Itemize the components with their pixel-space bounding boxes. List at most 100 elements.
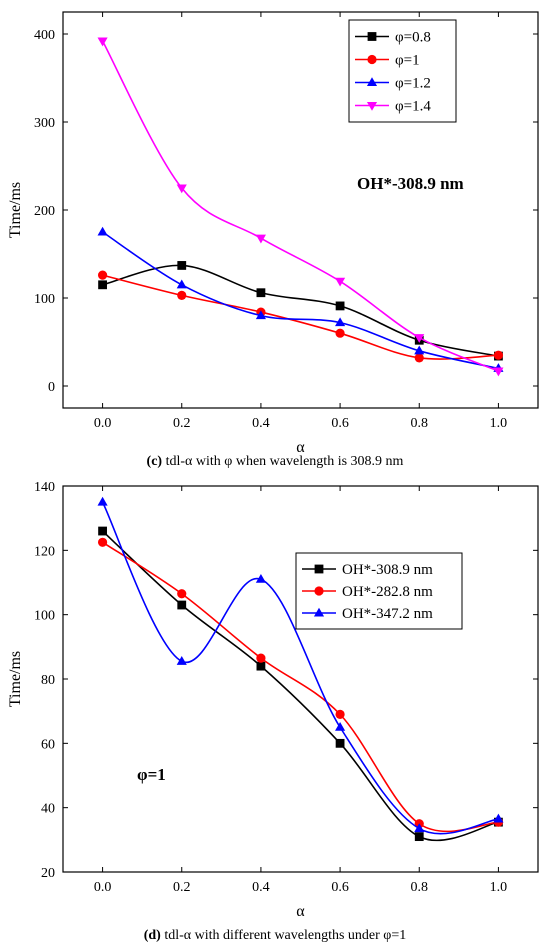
x-tick-label: 0.0 xyxy=(94,880,112,895)
series-2 xyxy=(97,226,504,372)
data-point xyxy=(414,353,424,363)
data-point xyxy=(256,288,266,298)
x-tick-label: 1.0 xyxy=(490,880,508,895)
series-2 xyxy=(97,496,504,835)
legend-marker xyxy=(366,101,378,111)
data-point xyxy=(98,280,107,290)
caption-label: (d) xyxy=(144,928,161,943)
data-point xyxy=(177,261,187,270)
data-point xyxy=(97,496,108,506)
annotation: OH*-308.9 nm xyxy=(357,174,464,193)
data-point xyxy=(176,656,187,665)
data-point xyxy=(335,328,345,338)
legend-label: φ=1.4 xyxy=(395,99,431,115)
data-point xyxy=(176,184,187,194)
data-point xyxy=(177,600,187,610)
data-point xyxy=(176,279,187,289)
data-point xyxy=(177,290,187,300)
y-tick-label: 200 xyxy=(34,204,55,219)
legend-marker xyxy=(314,564,324,574)
data-point xyxy=(493,350,504,360)
series-line xyxy=(102,541,499,833)
y-tick-label: 100 xyxy=(34,609,55,624)
y-tick-label: 400 xyxy=(34,28,55,43)
data-point xyxy=(335,317,346,327)
legend-marker xyxy=(313,607,325,617)
data-point xyxy=(414,334,425,343)
x-tick-label: 0.0 xyxy=(94,416,112,431)
legend-marker xyxy=(367,54,377,65)
x-tick-label: 1.0 xyxy=(490,416,508,431)
series-3 xyxy=(97,37,504,377)
data-point xyxy=(335,277,346,287)
y-axis-title: Time/ms xyxy=(7,651,24,707)
x-tick-label: 0.2 xyxy=(173,880,191,895)
data-point xyxy=(255,574,266,583)
chart-d: 0.0 0.2 0.4 0.6 0.8 1.0 20 40 60 80 100 120 140 α Time… xyxy=(7,480,539,943)
data-point xyxy=(414,832,424,842)
series-0 xyxy=(98,526,503,842)
legend-label: OH*-347.2 nm xyxy=(342,606,433,622)
series-1 xyxy=(97,537,504,833)
legend-marker xyxy=(314,586,324,596)
data-point xyxy=(493,813,504,823)
data-point xyxy=(255,234,266,244)
caption: (c) tdl-α with φ when wavelength is 308.… xyxy=(147,454,404,469)
legend-marker xyxy=(366,77,378,87)
x-axis-title: α xyxy=(296,439,305,456)
y-tick-label: 100 xyxy=(34,292,55,307)
caption-label: (c) xyxy=(147,454,163,469)
annotation: φ=1 xyxy=(137,765,166,784)
caption: (d) tdl-α with different wavelengths und… xyxy=(144,928,407,943)
y-tick-label: 300 xyxy=(34,116,55,131)
data-point xyxy=(256,661,266,671)
caption-text: tdl-α with different wavelengths under φ… xyxy=(161,928,406,943)
x-axis-title: α xyxy=(296,903,305,920)
plot-frame xyxy=(62,11,539,409)
data-point xyxy=(256,653,266,663)
data-point xyxy=(97,226,108,236)
legend-label: OH*-282.8 nm xyxy=(342,584,433,600)
y-tick-label: 60 xyxy=(41,737,55,752)
series-0 xyxy=(98,261,503,361)
data-point xyxy=(335,709,345,719)
y-tick-label: 120 xyxy=(34,544,55,559)
y-tick-label: 140 xyxy=(34,480,55,495)
data-point xyxy=(414,345,425,355)
x-tick-label: 0.4 xyxy=(252,880,270,895)
data-point xyxy=(97,270,108,280)
legend-marker xyxy=(367,32,377,41)
legend-label: φ=0.8 xyxy=(395,30,431,46)
y-tick-label: 20 xyxy=(41,866,55,881)
data-point xyxy=(97,37,108,47)
plot-frame xyxy=(62,485,539,873)
x-tick-label: 0.4 xyxy=(252,416,270,431)
y-tick-label: 0 xyxy=(48,380,55,395)
series-line xyxy=(102,274,499,360)
series-line xyxy=(102,231,499,370)
series-line xyxy=(102,264,499,357)
series-line xyxy=(101,40,499,372)
y-axis-title: Time/ms xyxy=(7,182,24,238)
y-tick-label: 40 xyxy=(41,802,55,817)
legend-label: φ=1.2 xyxy=(395,76,431,92)
legend-label: OH*-308.9 nm xyxy=(342,562,433,578)
data-point xyxy=(335,738,345,748)
data-point xyxy=(177,589,187,599)
chart-c: 0.0 0.2 0.4 0.6 0.8 1.0 0 100 200 300 400 α Time/ms φ… xyxy=(7,11,539,469)
data-point xyxy=(335,301,345,311)
data-point xyxy=(493,367,504,377)
x-tick-label: 0.8 xyxy=(411,416,429,431)
data-point xyxy=(98,526,107,536)
data-point xyxy=(414,823,425,833)
data-point xyxy=(255,310,266,320)
x-tick-label: 0.8 xyxy=(411,880,429,895)
y-tick-label: 80 xyxy=(41,673,55,688)
caption-text: tdl-α with φ when wavelength is 308.9 nm xyxy=(162,454,403,469)
x-tick-label: 0.6 xyxy=(331,416,349,431)
x-tick-label: 0.2 xyxy=(173,416,191,431)
x-tick-label: 0.6 xyxy=(331,880,349,895)
data-point xyxy=(335,721,346,731)
legend-label: φ=1 xyxy=(395,53,420,69)
data-point xyxy=(97,537,108,547)
